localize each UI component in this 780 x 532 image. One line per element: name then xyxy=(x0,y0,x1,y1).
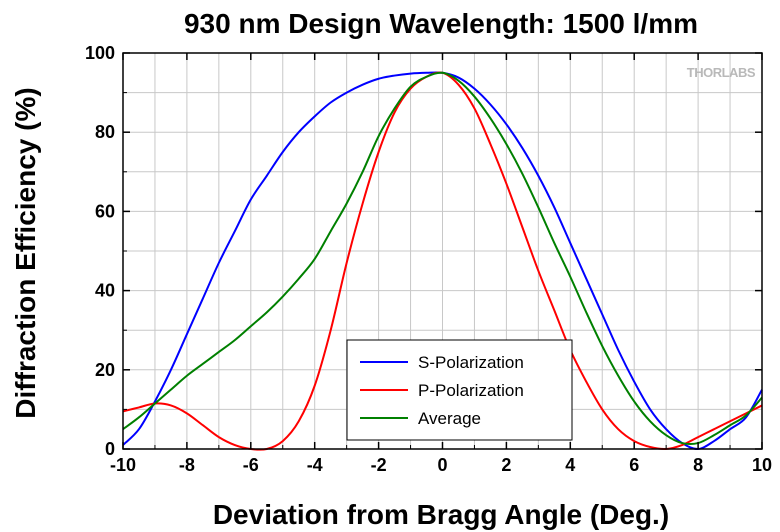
y-tick-label: 40 xyxy=(95,281,115,301)
y-tick-label: 80 xyxy=(95,122,115,142)
y-tick-label: 60 xyxy=(95,201,115,221)
x-tick-label: 2 xyxy=(501,455,511,475)
x-tick-label: -8 xyxy=(179,455,195,475)
x-tick-label: 8 xyxy=(693,455,703,475)
x-tick-label: -2 xyxy=(371,455,387,475)
x-tick-label: 10 xyxy=(752,455,772,475)
legend: S-Polarization P-Polarization Average xyxy=(346,339,573,441)
legend-label-s-polarization: S-Polarization xyxy=(418,353,524,372)
x-tick-label: 4 xyxy=(565,455,575,475)
thorlabs-watermark: THORLABS xyxy=(687,65,756,80)
series-layer xyxy=(122,71,763,451)
x-tick-label: -4 xyxy=(307,455,323,475)
legend-label-average: Average xyxy=(418,409,481,428)
y-tick-label: 0 xyxy=(105,439,115,459)
y-axis-label: Diffraction Efficiency (%) xyxy=(10,87,41,418)
x-tick-label: 6 xyxy=(629,455,639,475)
x-tick-label: -10 xyxy=(110,455,136,475)
x-axis-label: Deviation from Bragg Angle (Deg.) xyxy=(213,499,669,530)
chart-title: 930 nm Design Wavelength: 1500 l/mm xyxy=(184,8,698,39)
legend-label-p-polarization: P-Polarization xyxy=(418,381,524,400)
x-tick-label: -6 xyxy=(243,455,259,475)
x-tick-label: 0 xyxy=(437,455,447,475)
y-tick-label: 20 xyxy=(95,360,115,380)
y-tick-label: 100 xyxy=(85,43,115,63)
series-line-average xyxy=(122,71,763,446)
